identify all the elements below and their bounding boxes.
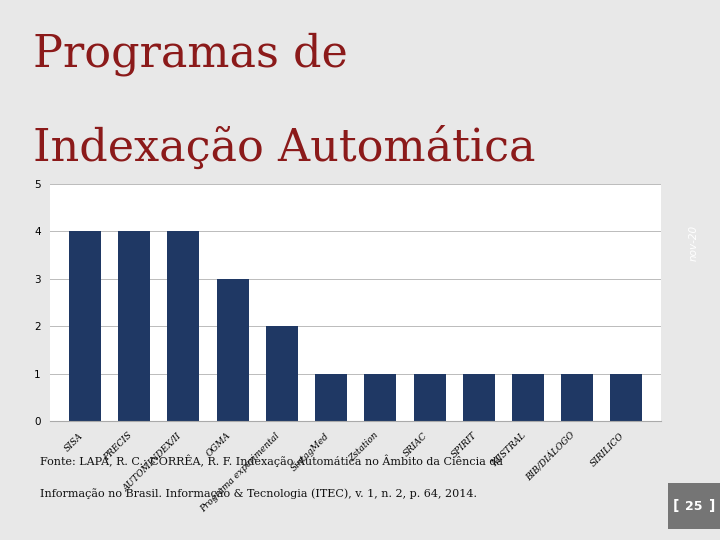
Text: Indexação Automática: Indexação Automática	[33, 125, 536, 170]
Bar	[512, 374, 544, 421]
Bar	[562, 374, 593, 421]
Text: Fonte: LAPA, R. C.; CORRÊA, R. F. Indexação Automática no Âmbito da Ciência da: Fonte: LAPA, R. C.; CORRÊA, R. F. Indexa…	[40, 455, 503, 467]
Bar	[413, 374, 446, 421]
Text: Informação no Brasil. Informação & Tecnologia (ITEC), v. 1, n. 2, p. 64, 2014.: Informação no Brasil. Informação & Tecno…	[40, 488, 477, 498]
Bar	[217, 279, 248, 421]
Text: ]: ]	[709, 500, 716, 513]
Bar	[463, 374, 495, 421]
Bar	[266, 326, 298, 421]
Bar	[118, 231, 150, 421]
Text: Programas de: Programas de	[33, 32, 348, 76]
Text: 25: 25	[685, 500, 703, 513]
Bar	[69, 231, 101, 421]
Bar	[611, 374, 642, 421]
Bar	[668, 483, 720, 529]
Text: [: [	[672, 500, 679, 513]
Text: nov-20: nov-20	[689, 225, 699, 261]
Bar	[364, 374, 396, 421]
Bar	[167, 231, 199, 421]
Bar	[315, 374, 347, 421]
